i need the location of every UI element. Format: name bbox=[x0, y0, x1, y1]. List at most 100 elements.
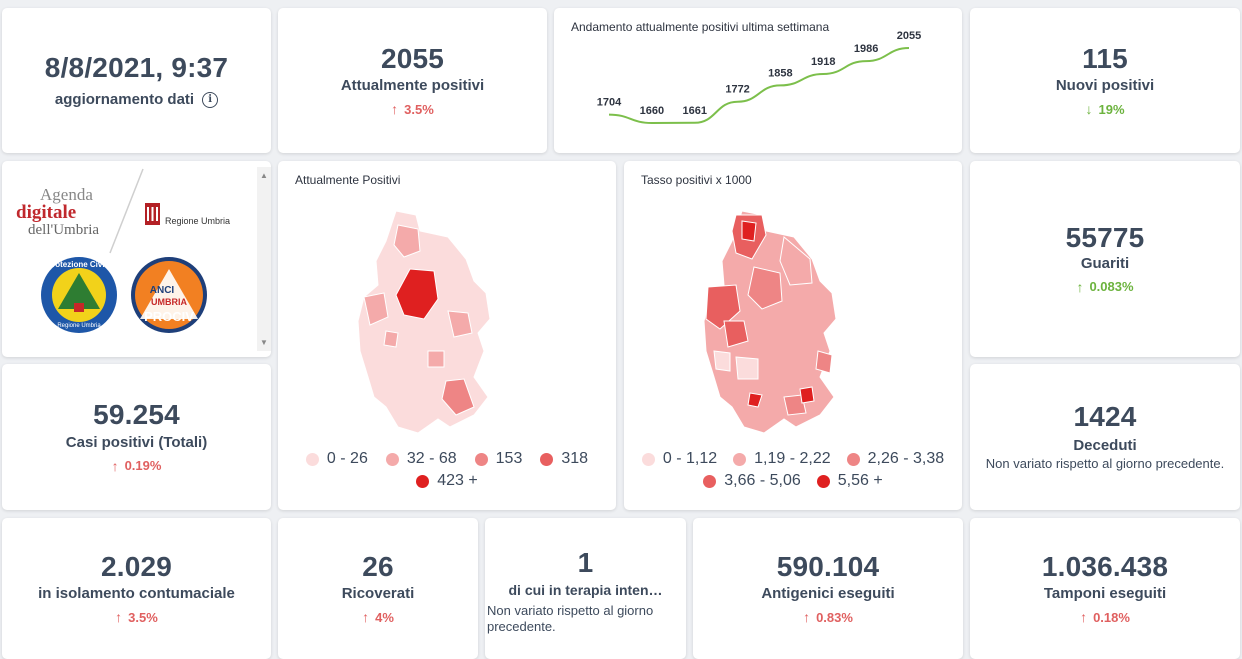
legend-item: 423 + bbox=[416, 472, 478, 490]
tamponi-card: 1.036.438 Tamponi eseguiti ↑ 0.18% bbox=[970, 518, 1240, 659]
legend-item: 0 - 26 bbox=[305, 450, 368, 468]
anci-line1: ANCI bbox=[150, 285, 175, 296]
legend-label: 5,56 + bbox=[837, 472, 883, 489]
guariti-card: 55775 Guariti ↑ 0.083% bbox=[970, 161, 1240, 357]
terapia-value: 1 bbox=[577, 547, 594, 578]
delta-value: 0.83% bbox=[816, 609, 853, 625]
antigenici-label: Antigenici eseguiti bbox=[761, 585, 895, 603]
terapia-note: Non variato rispetto al giorno precedent… bbox=[487, 603, 654, 635]
legend-label: 1,19 - 2,22 bbox=[754, 450, 831, 467]
trend-data-label: 1660 bbox=[640, 105, 664, 117]
delta-value: 3.5% bbox=[128, 609, 158, 625]
logos-scrollbar[interactable]: ▲ ▼ bbox=[257, 167, 271, 351]
arrow-up-icon: ↑ bbox=[1076, 278, 1084, 295]
trend-data-label: 1661 bbox=[682, 105, 706, 117]
logos-card: Agenda digitale dell'Umbria Regione Umbr… bbox=[2, 161, 271, 357]
scroll-down-icon[interactable]: ▼ bbox=[260, 338, 268, 347]
legend-swatch bbox=[474, 452, 488, 466]
legend-swatch bbox=[703, 474, 717, 488]
delta-value: 4% bbox=[375, 609, 394, 625]
map2-legend: 0 - 1,12 1,19 - 2,22 2,26 - 3,38 3,66 - … bbox=[624, 450, 962, 490]
trend-series-line bbox=[608, 47, 910, 125]
update-label-row: aggiornamento dati i bbox=[55, 91, 219, 108]
anci-line2: UMBRIA bbox=[151, 297, 187, 307]
agenda-digitale-logo: Agenda digitale dell'Umbria bbox=[16, 185, 99, 238]
legend-swatch bbox=[305, 452, 319, 466]
legend-item: 1,19 - 2,22 bbox=[733, 450, 831, 468]
nuovi-positivi-delta: ↓ 19% bbox=[1085, 101, 1124, 117]
anci-line3: PROCIV bbox=[144, 309, 194, 324]
legend-label: 2,26 - 3,38 bbox=[867, 450, 945, 467]
delta-value: 0.19% bbox=[124, 458, 162, 474]
legend-swatch bbox=[733, 452, 747, 466]
anci-prociv-logo: ANCI UMBRIA PROCIV bbox=[131, 257, 207, 333]
delta-value: 0.083% bbox=[1089, 279, 1134, 295]
map1-title: Attualmente Positivi bbox=[295, 173, 401, 187]
legend-swatch bbox=[816, 474, 830, 488]
info-icon[interactable]: i bbox=[202, 91, 219, 108]
tamponi-delta: ↑ 0.18% bbox=[1080, 609, 1130, 625]
protezione-text: Protezione Civile bbox=[47, 260, 112, 269]
map1-card: Attualmente Positivi 0 - 26 32 - 68 153 … bbox=[278, 161, 616, 510]
legend-item: 32 - 68 bbox=[385, 450, 457, 468]
guariti-value: 55775 bbox=[1065, 222, 1145, 254]
legend-swatch bbox=[385, 452, 399, 466]
tamponi-label: Tamponi eseguiti bbox=[1043, 585, 1167, 603]
legend-item: 318 bbox=[540, 450, 588, 468]
trend-data-label: 1986 bbox=[854, 43, 878, 55]
arrow-up-icon: ↑ bbox=[115, 609, 123, 626]
ricoverati-delta: ↑ 4% bbox=[362, 609, 394, 625]
delta-value: 0.18% bbox=[1093, 609, 1130, 625]
trend-chart-card: Andamento attualmente positivi ultima se… bbox=[554, 8, 962, 153]
legend-item: 3,66 - 5,06 bbox=[703, 472, 801, 490]
legend-label: 0 - 26 bbox=[326, 450, 368, 467]
attualmente-positivi-delta: ↑ 3.5% bbox=[391, 101, 434, 117]
map2-card: Tasso positivi x 1000 0 - 1,12 1,19 - 2,… bbox=[624, 161, 962, 510]
map1-umbria-map[interactable] bbox=[278, 201, 616, 461]
isolamento-delta: ↑ 3.5% bbox=[115, 609, 158, 625]
arrow-up-icon: ↑ bbox=[111, 457, 119, 474]
legend-item: 2,26 - 3,38 bbox=[846, 450, 945, 468]
map2-title: Tasso positivi x 1000 bbox=[641, 173, 752, 187]
trend-data-label: 1858 bbox=[768, 67, 792, 79]
arrow-up-icon: ↑ bbox=[391, 101, 399, 118]
trend-chart-title: Andamento attualmente positivi ultima se… bbox=[571, 20, 830, 34]
guariti-label: Guariti bbox=[1080, 254, 1130, 272]
antigenici-value: 590.104 bbox=[776, 550, 880, 582]
trend-data-label: 1772 bbox=[725, 84, 749, 96]
legend-label: 153 bbox=[495, 450, 523, 467]
agenda-line3: dell'Umbria bbox=[28, 222, 99, 238]
legend-label: 423 + bbox=[437, 472, 478, 489]
arrow-down-icon: ↓ bbox=[1085, 101, 1093, 118]
terapia-card: 1 di cui in terapia inten… Non variato r… bbox=[485, 518, 686, 659]
legend-swatch bbox=[540, 452, 554, 466]
trend-data-label: 1704 bbox=[597, 97, 622, 109]
legend-label: 0 - 1,12 bbox=[662, 450, 718, 467]
legend-swatch bbox=[416, 474, 430, 488]
map2-umbria-map[interactable] bbox=[624, 201, 962, 461]
legend-item: 153 bbox=[474, 450, 523, 468]
arrow-up-icon: ↑ bbox=[362, 609, 370, 626]
isolamento-label: in isolamento contumaciale bbox=[38, 585, 235, 603]
ricoverati-card: 26 Ricoverati ↑ 4% bbox=[278, 518, 478, 659]
nuovi-positivi-value: 115 bbox=[1082, 42, 1128, 74]
attualmente-positivi-label: Attualmente positivi bbox=[340, 77, 485, 95]
trend-data-label: 1918 bbox=[811, 56, 835, 68]
delta-value: 19% bbox=[1098, 101, 1125, 117]
trend-chart: 1704 1660 1661 1772 1858 1918 1986 2055 bbox=[597, 30, 921, 125]
legend-swatch bbox=[846, 452, 860, 466]
scroll-up-icon[interactable]: ▲ bbox=[260, 171, 268, 180]
casi-totali-value: 59.254 bbox=[93, 399, 180, 431]
arrow-up-icon: ↑ bbox=[803, 609, 811, 626]
map1-legend: 0 - 26 32 - 68 153 318 423 + bbox=[278, 450, 616, 490]
antigenici-card: 590.104 Antigenici eseguiti ↑ 0.83% bbox=[693, 518, 963, 659]
nuovi-positivi-card: 115 Nuovi positivi ↓ 19% bbox=[970, 8, 1240, 153]
agenda-line1: Agenda bbox=[40, 185, 93, 204]
attualmente-positivi-card: 2055 Attualmente positivi ↑ 3.5% bbox=[278, 8, 547, 153]
deceduti-note: Non variato rispetto al giorno precedent… bbox=[985, 456, 1225, 472]
casi-totali-label: Casi positivi (Totali) bbox=[65, 433, 208, 451]
isolamento-value: 2.029 bbox=[100, 550, 173, 582]
protezione-civile-logo: Protezione Civile Regione Umbria bbox=[41, 257, 117, 333]
ricoverati-label: Ricoverati bbox=[341, 585, 415, 603]
legend-label: 32 - 68 bbox=[406, 450, 457, 467]
